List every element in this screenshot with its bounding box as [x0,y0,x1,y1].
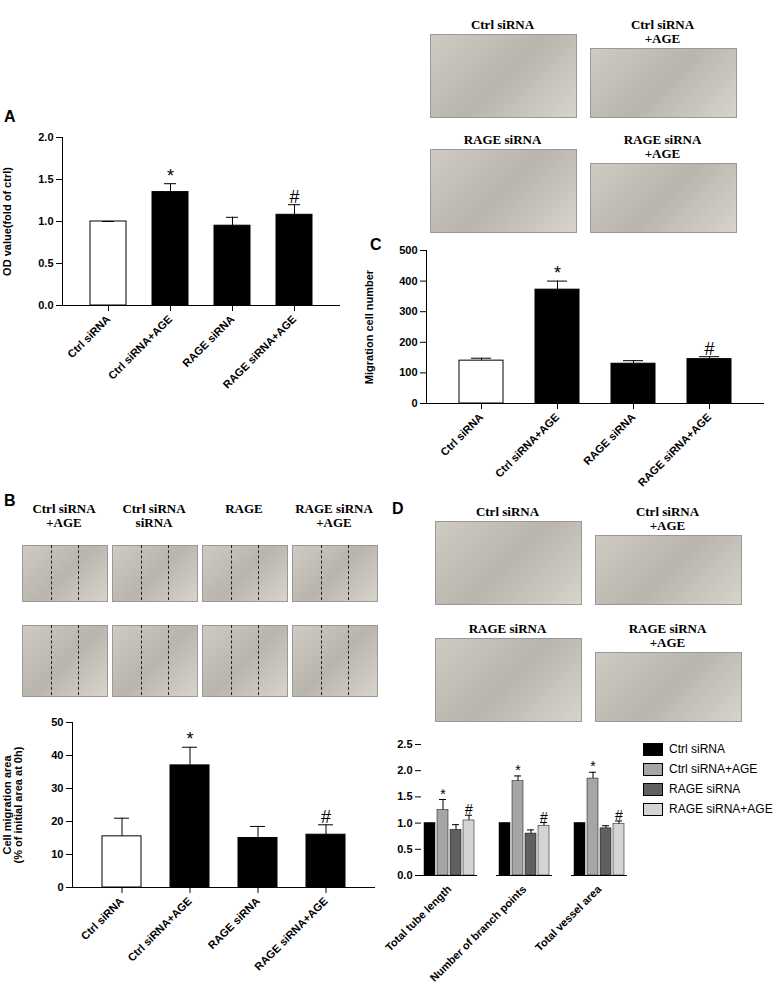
svg-text:*: * [590,758,596,774]
svg-text:1.0: 1.0 [397,817,412,829]
svg-text:Ctrl siRNA+AGE: Ctrl siRNA+AGE [106,313,175,382]
svg-text:*: * [167,166,174,186]
svg-text:30: 30 [51,782,63,794]
html-text:RAGE siRNA +AGE: RAGE siRNA +AGE [623,132,702,161]
svg-text:1.5: 1.5 [38,173,53,185]
svg-text:Ctrl siRNA+AGE: Ctrl siRNA+AGE [493,411,562,480]
svg-text:200: 200 [399,336,417,348]
svg-text:40: 40 [51,749,63,761]
svg-text:Ctrl siRNA+AGE: Ctrl siRNA+AGE [125,895,194,964]
svg-text:0.5: 0.5 [38,257,53,269]
svg-text:0.0: 0.0 [38,299,53,311]
html-text:Ctrl siRNA +AGE: Ctrl siRNA +AGE [630,17,695,46]
html-text:A: A [4,108,16,125]
svg-text:400: 400 [399,275,417,287]
svg-text:Ctrl siRNA: Ctrl siRNA [65,313,112,360]
html-text:Ctrl siRNA: Ctrl siRNA [669,742,725,756]
svg-text:Migration cell number: Migration cell number [363,269,375,384]
svg-text:0.0: 0.0 [397,869,412,881]
svg-text:2.0: 2.0 [38,131,53,143]
svg-text:*: * [186,729,193,749]
html-text:RAGE siRNA: RAGE siRNA [468,621,547,636]
svg-text:500: 500 [399,244,417,256]
svg-text:1.0: 1.0 [38,215,53,227]
svg-text:RAGE siRNA: RAGE siRNA [581,411,637,467]
html-text:Ctrl siRNA +AGE: Ctrl siRNA +AGE [32,501,96,530]
html-text:Ctrl siRNA +AGE: Ctrl siRNA +AGE [635,504,700,533]
svg-text:Total vessel area: Total vessel area [533,882,604,953]
svg-text:*: * [515,762,521,778]
svg-text:Ctrl siRNA: Ctrl siRNA [438,411,485,458]
svg-text:0: 0 [411,397,417,409]
html-text:RAGE siRNA +AGE: RAGE siRNA +AGE [295,501,373,530]
html-text:RAGE siRNA+AGE: RAGE siRNA+AGE [669,802,773,816]
svg-text:RAGE siRNA: RAGE siRNA [205,895,261,951]
html-text:Ctrl siRNA: Ctrl siRNA [470,17,535,32]
html-text:RAGE siRNA: RAGE siRNA [463,132,542,147]
html-text:B: B [4,492,16,509]
html-text:RAGE siRNA +AGE: RAGE siRNA +AGE [628,621,707,650]
svg-text:300: 300 [399,305,417,317]
svg-text:Number of branch points: Number of branch points [427,883,528,984]
svg-text:#: # [615,807,623,823]
svg-text:0: 0 [57,881,63,893]
svg-text:#: # [704,339,714,359]
html-text:C: C [370,236,382,253]
html-text:RAGE: RAGE [225,501,263,516]
svg-text:*: * [440,786,446,802]
svg-text:20: 20 [51,815,63,827]
svg-text:#: # [540,809,548,825]
svg-text:2.0: 2.0 [397,764,412,776]
html-text:RAGE siRNA: RAGE siRNA [669,782,741,796]
svg-text:0.5: 0.5 [397,843,412,855]
svg-text:RAGE siRNA: RAGE siRNA [180,313,236,369]
html-text:Ctrl siRNA+AGE: Ctrl siRNA+AGE [669,762,758,776]
svg-text:RAGE siRNA+AGE: RAGE siRNA+AGE [221,313,299,391]
svg-text:2.5: 2.5 [397,738,412,750]
svg-text:10: 10 [51,848,63,860]
svg-text:RAGE siRNA+AGE: RAGE siRNA+AGE [636,411,714,489]
svg-text:100: 100 [399,366,417,378]
svg-text:Cell migration area(% of initi: Cell migration area(% of initial area at… [1,746,24,863]
svg-text:#: # [465,801,473,817]
svg-text:*: * [554,263,561,283]
html-text:Ctrl siRNA: Ctrl siRNA [475,504,540,519]
svg-text:#: # [289,187,299,207]
svg-text:Ctrl siRNA: Ctrl siRNA [79,895,126,942]
svg-text:50: 50 [51,716,63,728]
svg-text:1.5: 1.5 [397,790,412,802]
svg-text:#: # [321,807,331,827]
html-text:D: D [392,500,404,517]
svg-text:RAGE siRNA+AGE: RAGE siRNA+AGE [252,895,330,973]
svg-text:OD value(fold of ctrl): OD value(fold of ctrl) [1,167,13,276]
html-text:Ctrl siRNA siRNA: Ctrl siRNA siRNA [122,501,186,530]
svg-text:Total tube length: Total tube length [383,883,454,954]
